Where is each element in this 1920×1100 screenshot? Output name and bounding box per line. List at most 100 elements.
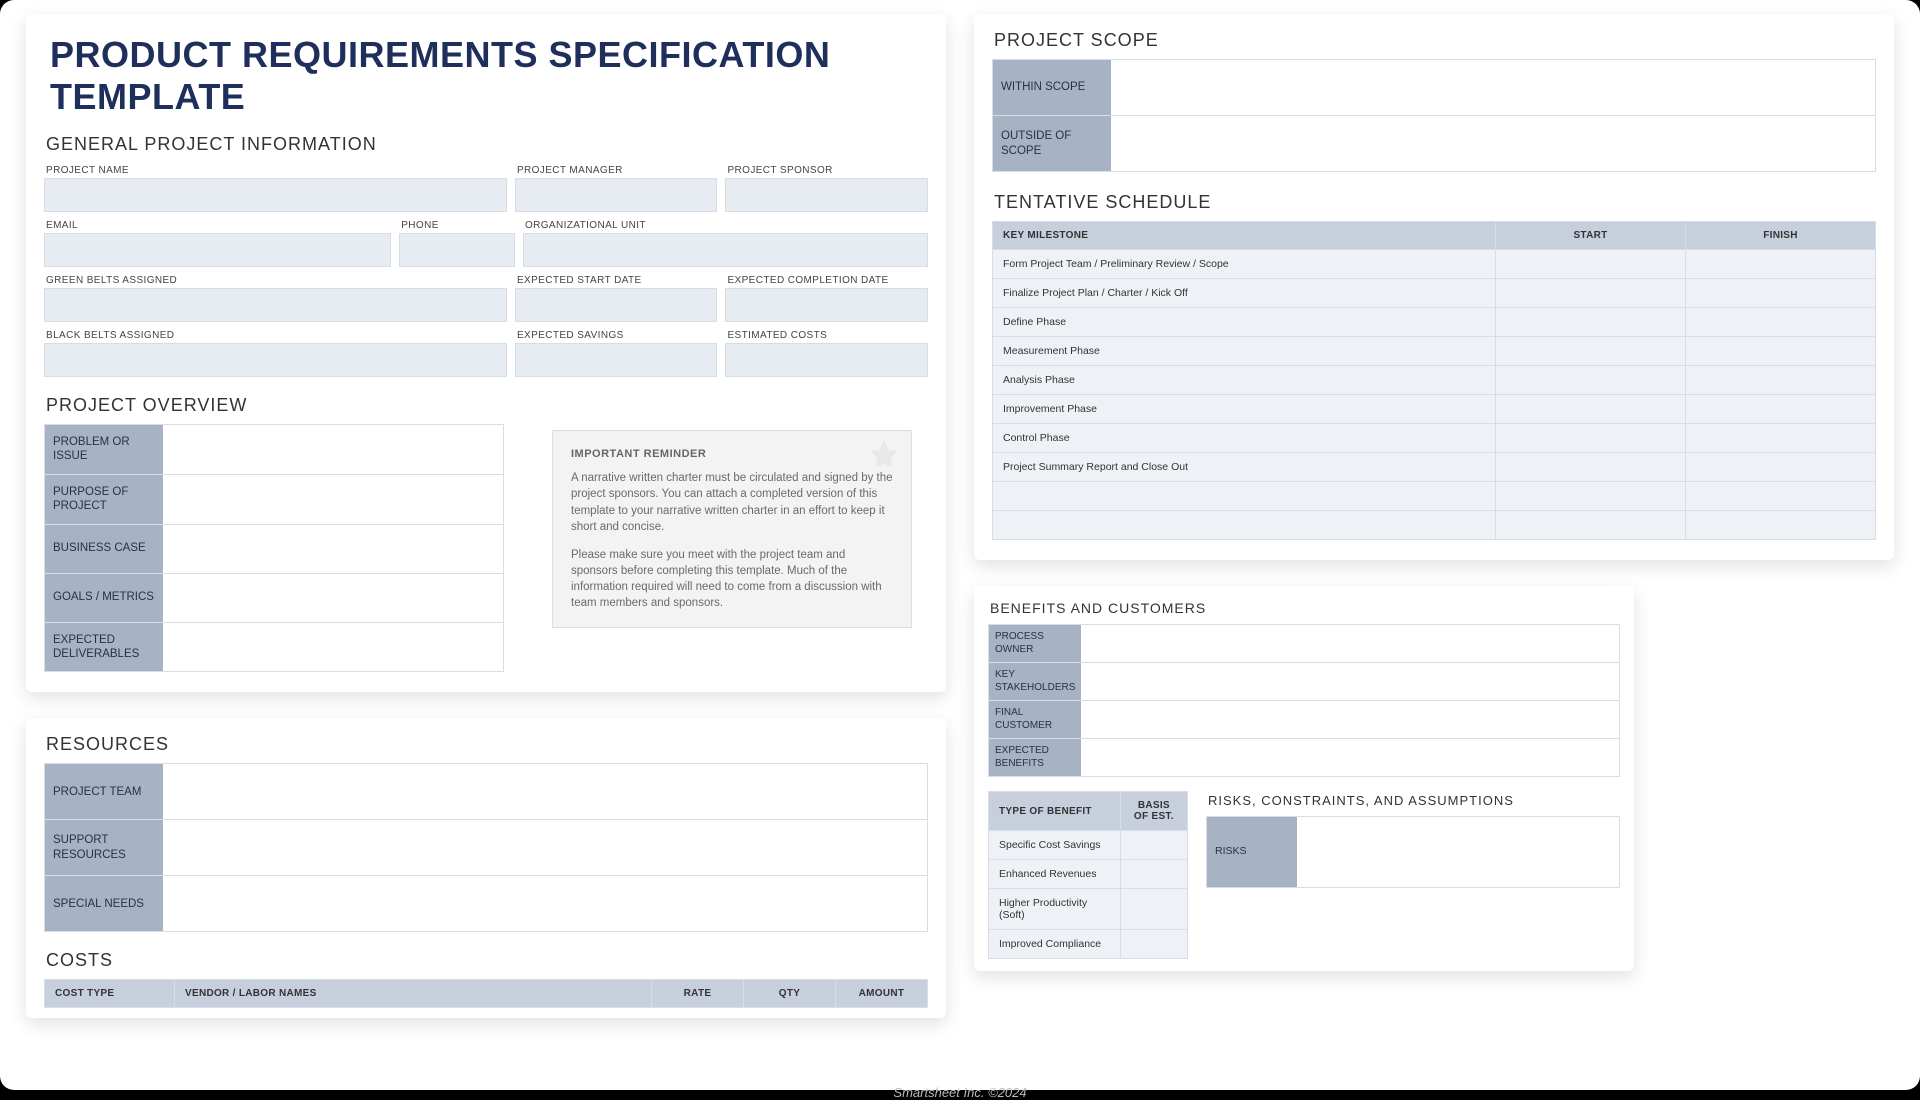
- input-email[interactable]: [44, 233, 391, 267]
- milestone-cell[interactable]: Analysis Phase: [993, 366, 1496, 395]
- input-exp-savings[interactable]: [515, 343, 718, 377]
- table-row: Higher Productivity (Soft): [989, 889, 1188, 930]
- milestone-cell[interactable]: Finalize Project Plan / Charter / Kick O…: [993, 279, 1496, 308]
- input-phone[interactable]: [399, 233, 515, 267]
- input-support[interactable]: [163, 820, 927, 875]
- milestone-cell[interactable]: [993, 482, 1496, 511]
- finish-cell[interactable]: [1686, 308, 1876, 337]
- label-expected: EXPECTED BENEFITS: [989, 739, 1081, 776]
- basis-cell[interactable]: [1120, 831, 1187, 860]
- milestone-cell[interactable]: Form Project Team / Preliminary Review /…: [993, 250, 1496, 279]
- table-row: Define Phase: [993, 308, 1876, 337]
- finish-cell[interactable]: [1686, 366, 1876, 395]
- th-milestone: KEY MILESTONE: [993, 222, 1496, 250]
- label-est-costs: ESTIMATED COSTS: [725, 328, 928, 343]
- table-row: Improvement Phase: [993, 395, 1876, 424]
- start-cell[interactable]: [1496, 366, 1686, 395]
- footer-copyright: Smartsheet Inc. ©2024: [0, 1085, 1920, 1100]
- table-row: Measurement Phase: [993, 337, 1876, 366]
- start-cell[interactable]: [1496, 395, 1686, 424]
- milestone-cell[interactable]: Control Phase: [993, 424, 1496, 453]
- costs-table: COST TYPE VENDOR / LABOR NAMES RATE QTY …: [44, 979, 928, 1008]
- milestone-cell[interactable]: Define Phase: [993, 308, 1496, 337]
- start-cell[interactable]: [1496, 279, 1686, 308]
- label-project-name: PROJECT NAME: [44, 163, 507, 178]
- table-row: Form Project Team / Preliminary Review /…: [993, 250, 1876, 279]
- panel-scope-schedule: PROJECT SCOPE WITHIN SCOPE OUTSIDE OF SC…: [974, 14, 1894, 560]
- input-black-belts[interactable]: [44, 343, 507, 377]
- finish-cell[interactable]: [1686, 395, 1876, 424]
- start-cell[interactable]: [1496, 424, 1686, 453]
- input-stake[interactable]: [1081, 663, 1619, 700]
- table-row: Control Phase: [993, 424, 1876, 453]
- input-outside[interactable]: [1111, 116, 1875, 171]
- finish-cell[interactable]: [1686, 482, 1876, 511]
- input-project-sponsor[interactable]: [725, 178, 928, 212]
- input-final[interactable]: [1081, 701, 1619, 738]
- benefit-type-cell: Specific Cost Savings: [989, 831, 1121, 860]
- finish-cell[interactable]: [1686, 424, 1876, 453]
- input-expected[interactable]: [1081, 739, 1619, 776]
- milestone-cell[interactable]: [993, 511, 1496, 540]
- start-cell[interactable]: [1496, 337, 1686, 366]
- label-exp-completion: EXPECTED COMPLETION DATE: [725, 273, 928, 288]
- finish-cell[interactable]: [1686, 279, 1876, 308]
- start-cell[interactable]: [1496, 482, 1686, 511]
- overview-table: PROBLEM OR ISSUE PURPOSE OF PROJECT BUSI…: [44, 424, 504, 672]
- table-row: [993, 482, 1876, 511]
- input-special[interactable]: [163, 876, 927, 931]
- label-team: PROJECT TEAM: [45, 764, 163, 819]
- input-project-manager[interactable]: [515, 178, 718, 212]
- th-rate: RATE: [652, 980, 744, 1008]
- basis-cell[interactable]: [1120, 889, 1187, 930]
- input-org-unit[interactable]: [523, 233, 928, 267]
- panel-general-and-overview: PRODUCT REQUIREMENTS SPECIFICATION TEMPL…: [26, 14, 946, 692]
- section-risks-heading: RISKS, CONSTRAINTS, AND ASSUMPTIONS: [1208, 793, 1620, 808]
- label-stake: KEY STAKEHOLDERS: [989, 663, 1081, 700]
- input-est-costs[interactable]: [725, 343, 928, 377]
- start-cell[interactable]: [1496, 453, 1686, 482]
- input-team[interactable]: [163, 764, 927, 819]
- scope-table: WITHIN SCOPE OUTSIDE OF SCOPE: [992, 59, 1876, 172]
- label-exp-savings: EXPECTED SAVINGS: [515, 328, 718, 343]
- label-final: FINAL CUSTOMER: [989, 701, 1081, 738]
- benefits-type-table: TYPE OF BENEFIT BASIS OF EST. Specific C…: [988, 791, 1188, 959]
- milestone-cell[interactable]: Project Summary Report and Close Out: [993, 453, 1496, 482]
- reminder-title: IMPORTANT REMINDER: [571, 447, 893, 462]
- finish-cell[interactable]: [1686, 453, 1876, 482]
- input-exp-completion[interactable]: [725, 288, 928, 322]
- label-goals: GOALS / METRICS: [45, 574, 163, 622]
- table-row: Enhanced Revenues: [989, 860, 1188, 889]
- label-special: SPECIAL NEEDS: [45, 876, 163, 931]
- input-risks[interactable]: [1297, 817, 1619, 887]
- start-cell[interactable]: [1496, 250, 1686, 279]
- start-cell[interactable]: [1496, 308, 1686, 337]
- input-problem[interactable]: [163, 425, 503, 474]
- table-row: Project Summary Report and Close Out: [993, 453, 1876, 482]
- finish-cell[interactable]: [1686, 511, 1876, 540]
- benefit-type-cell: Enhanced Revenues: [989, 860, 1121, 889]
- input-deliverables[interactable]: [163, 623, 503, 672]
- table-row: Specific Cost Savings: [989, 831, 1188, 860]
- resources-table: PROJECT TEAM SUPPORT RESOURCES SPECIAL N…: [44, 763, 928, 932]
- table-row: Finalize Project Plan / Charter / Kick O…: [993, 279, 1876, 308]
- input-exp-start[interactable]: [515, 288, 718, 322]
- input-green-belts[interactable]: [44, 288, 507, 322]
- input-business[interactable]: [163, 525, 503, 573]
- milestone-cell[interactable]: Improvement Phase: [993, 395, 1496, 424]
- label-org-unit: ORGANIZATIONAL UNIT: [523, 218, 928, 233]
- input-goals[interactable]: [163, 574, 503, 622]
- label-phone: PHONE: [399, 218, 515, 233]
- label-purpose: PURPOSE OF PROJECT: [45, 475, 163, 524]
- start-cell[interactable]: [1496, 511, 1686, 540]
- input-project-name[interactable]: [44, 178, 507, 212]
- milestone-cell[interactable]: Measurement Phase: [993, 337, 1496, 366]
- finish-cell[interactable]: [1686, 250, 1876, 279]
- basis-cell[interactable]: [1120, 930, 1187, 959]
- input-within[interactable]: [1111, 60, 1875, 115]
- basis-cell[interactable]: [1120, 860, 1187, 889]
- input-purpose[interactable]: [163, 475, 503, 524]
- input-owner[interactable]: [1081, 625, 1619, 662]
- finish-cell[interactable]: [1686, 337, 1876, 366]
- label-business: BUSINESS CASE: [45, 525, 163, 573]
